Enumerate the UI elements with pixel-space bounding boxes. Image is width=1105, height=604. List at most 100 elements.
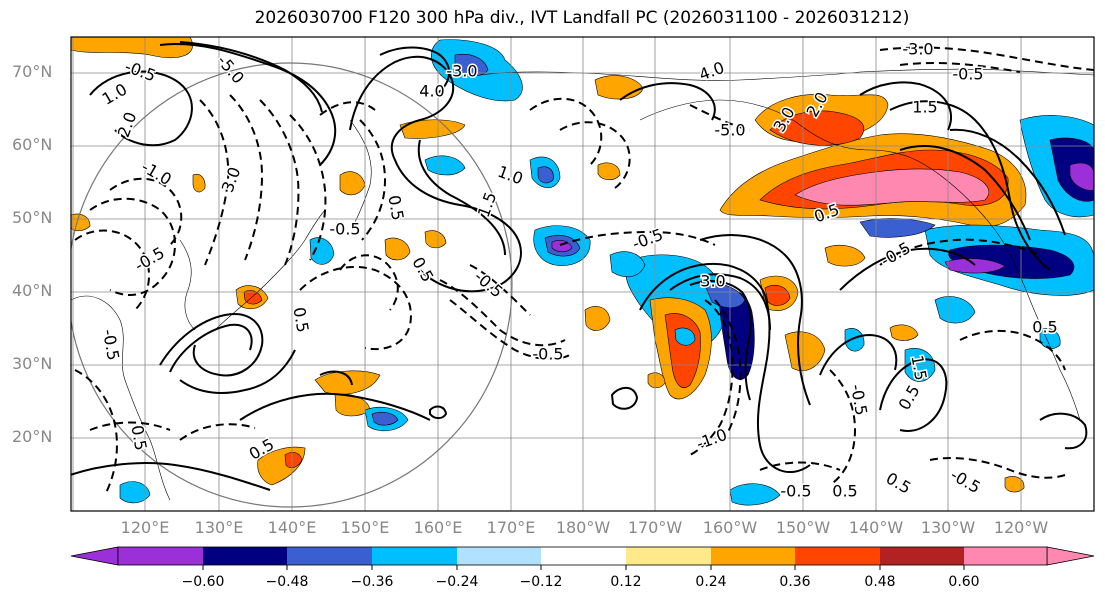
contour-dashed-16: [689, 104, 751, 131]
coast-asia: [71, 295, 171, 501]
contour-dashed-13: [469, 264, 531, 316]
contour-dashed-1: [199, 99, 230, 266]
contour-dashed-20: [879, 238, 1041, 266]
lon-label-170e: 170°E: [486, 518, 536, 537]
contour-dashed-18: [899, 62, 1021, 73]
lon-label-160w: 160°W: [702, 518, 758, 537]
shade-ne-purple-edge: [1069, 162, 1094, 191]
lon-label-180w: 180°W: [555, 518, 611, 537]
coast-na-west: [939, 174, 1061, 371]
contour-dashed-5: [319, 101, 376, 116]
colorbar-bin-4: [372, 547, 457, 565]
contour-label: 1.5: [912, 98, 937, 117]
contour-solid-5: [379, 46, 450, 96]
range-circle: [71, 62, 513, 508]
contour-dashed-29: [959, 329, 1066, 371]
colorbar-bin-11: [964, 547, 1047, 565]
colorbar-bin-7: [626, 547, 711, 565]
colorbar: [70, 546, 1095, 570]
shade-cell-16: [889, 324, 919, 341]
shade-cell-10: [371, 411, 399, 426]
lat-label-50n: 50°N: [12, 208, 53, 227]
lon-label-170w: 170°W: [627, 518, 683, 537]
contour-solid-14: [669, 273, 771, 331]
shade-cell-21: [1004, 476, 1025, 493]
contour-solid-6: [417, 139, 506, 256]
contour-solid-20: [949, 128, 1066, 236]
colorbar-over-arrow: [1046, 546, 1095, 566]
colorbar-frame: [117, 546, 1048, 566]
shade-cell-2: [384, 237, 411, 261]
contour-dashed-17: [879, 46, 1094, 71]
lon-label-130w: 130°W: [920, 518, 976, 537]
contour-label: -0.5: [952, 65, 983, 84]
contour-label: -3.0: [446, 62, 477, 81]
lon-label-150w: 150°W: [775, 518, 831, 537]
contour-dashed-22: [714, 299, 742, 433]
map-area: -5.0-0.5 -3.04.01.02.04.0-3.0-0.5-5.0 3.0 2…: [71, 37, 1094, 511]
coast-korea: [179, 239, 196, 331]
lon-label-140e: 140°E: [267, 518, 317, 537]
contour-dashed-12: [449, 299, 571, 361]
contour-dashed-28: [89, 421, 171, 431]
shade-cell-27: [674, 327, 696, 346]
contour-dashed-19: [559, 230, 716, 246]
contour-solid-4: [349, 55, 522, 293]
page-title: 2026030700 F120 300 hPa div., IVT Landfa…: [254, 8, 910, 28]
contour-dashed-6: [109, 177, 183, 246]
coast-baja: [1059, 369, 1081, 421]
contour-dashed-8: [74, 229, 151, 311]
contour-solid-10: [239, 392, 431, 421]
shade-ce-blue-3: [609, 251, 646, 278]
colorbar-bin-9: [795, 547, 880, 565]
contour-dashed-11: [439, 279, 566, 347]
contour-dashed-15: [559, 121, 631, 189]
contour-solid-11: [71, 462, 271, 491]
contour-dashed-26: [74, 369, 118, 496]
contour-solid-12: [619, 82, 716, 121]
contour-dashed-10: [299, 266, 412, 350]
colorbar-bin-3: [287, 547, 372, 565]
colorbar-tick-label: −0.60: [181, 574, 225, 590]
shade-cell-26: [1039, 328, 1061, 349]
shade-ne-red-north: [769, 110, 865, 146]
contour-dashed-27: [179, 423, 256, 441]
map-frame: [70, 36, 1095, 512]
dashed-contours: [74, 46, 1094, 496]
contour-dashed-24: [929, 457, 1066, 479]
contour-solid-3: [179, 41, 323, 113]
contour-dashed-3: [259, 99, 300, 266]
contour-label: -3.0: [902, 40, 933, 59]
shade-cell-6: [243, 290, 263, 305]
contour-solid-23: [429, 405, 448, 420]
lon-label-140w: 140°W: [848, 518, 904, 537]
contour-solid-18: [889, 100, 1051, 271]
contour-dashed-30: [359, 119, 387, 241]
shade-cell-28: [597, 162, 621, 181]
contour-solid-26: [1039, 412, 1088, 450]
colorbar-tick-label: −0.12: [519, 574, 563, 590]
contour-dashed-2: [229, 94, 264, 261]
shade-cell-3: [424, 230, 447, 249]
lon-label-120e: 120°E: [120, 518, 170, 537]
shade-cell-18: [844, 328, 865, 352]
colorbar-bin-10: [880, 547, 964, 565]
contour-solid-24: [839, 247, 976, 291]
lon-label-130e: 130°E: [194, 518, 244, 537]
lat-label-60n: 60°N: [12, 135, 53, 154]
shade-mid-navy: [537, 166, 554, 184]
contour-label: -5.0: [714, 121, 745, 140]
shade-ce-red-2: [764, 285, 791, 306]
colorbar-bin-6: [541, 547, 626, 565]
contour-solid-25: [819, 333, 898, 376]
contour-label: 0.5: [289, 306, 312, 334]
coast-alaska: [639, 99, 941, 176]
lat-label-30n: 30°N: [12, 354, 53, 373]
shade-blue-north-core: [454, 53, 489, 77]
colorbar-tick-label: 0.24: [695, 574, 727, 590]
contour-label: -0.5: [780, 482, 811, 501]
colorbar-tick-label: −0.36: [350, 574, 394, 590]
contour-label: 4.0: [419, 82, 444, 101]
lon-label-120w: 120°W: [993, 518, 1049, 537]
colorbar-bin-1: [118, 547, 203, 565]
